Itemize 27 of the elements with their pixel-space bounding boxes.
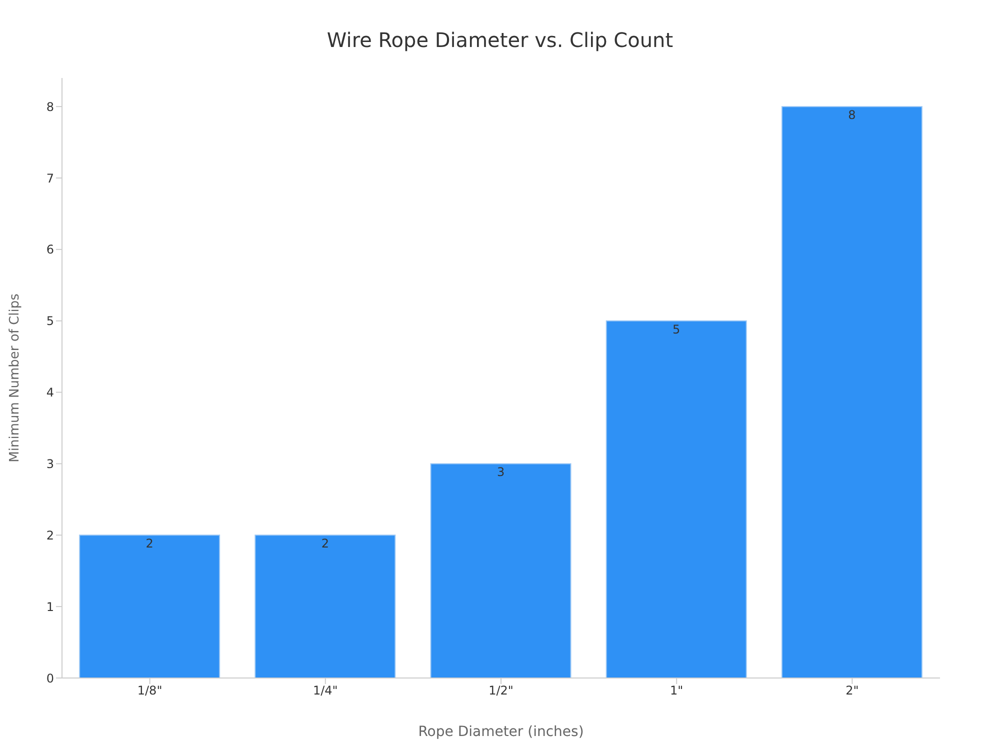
y-axis-title: Minimum Number of Clips	[8, 293, 23, 462]
data-label: 2	[321, 536, 329, 551]
x-tick-label: 1"	[670, 684, 684, 698]
x-tick-label: 2"	[846, 684, 859, 698]
chart-title: Wire Rope Diameter vs. Clip Count	[326, 28, 674, 52]
y-tick-label: 0	[46, 671, 54, 686]
y-tick-label: 2	[46, 528, 54, 542]
x-axis-title: Rope Diameter (inches)	[418, 724, 584, 740]
x-tick-label: 1/4"	[312, 684, 338, 698]
y-tick-label: 1	[46, 600, 54, 614]
y-tick-label: 7	[46, 171, 54, 186]
y-tick-label: 3	[46, 456, 54, 471]
bar	[606, 320, 747, 678]
bar	[79, 534, 220, 678]
data-label: 5	[672, 322, 680, 336]
y-tick-label: 4	[46, 386, 54, 400]
bar	[254, 534, 396, 678]
data-label: 8	[848, 108, 856, 122]
data-label: 3	[496, 465, 505, 480]
y-tick-label: 5	[46, 314, 54, 328]
data-label: 2	[146, 536, 154, 551]
y-tick-label: 6	[46, 242, 54, 257]
y-tick-label: 8	[46, 100, 54, 114]
x-tick-label: 1/2"	[488, 684, 514, 698]
x-tick-label: 1/8"	[137, 684, 162, 698]
bar	[781, 106, 922, 678]
bar	[430, 463, 572, 678]
